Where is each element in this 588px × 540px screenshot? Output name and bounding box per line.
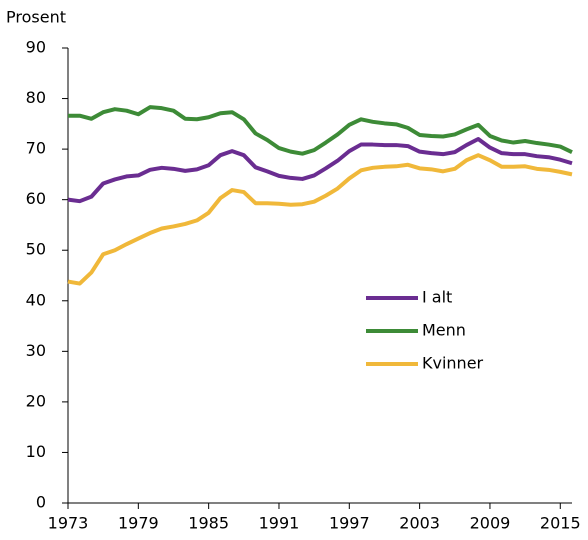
y-tick-label: 80 <box>26 88 46 107</box>
line <box>67 153 573 286</box>
x-tick-label: 2009 <box>470 514 511 533</box>
x-tick-label: 1997 <box>329 514 370 533</box>
legend-label: Menn <box>422 321 466 340</box>
x-tick-label: 1991 <box>259 514 300 533</box>
line <box>67 137 573 204</box>
y-axis-label: Prosent <box>6 8 66 27</box>
y-tick-label: 0 <box>36 493 46 512</box>
y-tick-label: 60 <box>26 189 46 208</box>
x-tick-label: 2003 <box>399 514 440 533</box>
x-tick-label: 1979 <box>118 514 159 533</box>
legend-label: Kvinner <box>422 354 484 373</box>
y-tick-label: 20 <box>26 391 46 410</box>
y-tick-label: 70 <box>26 139 46 158</box>
y-tick-label: 40 <box>26 290 46 309</box>
line <box>68 105 573 156</box>
x-tick-label: 1985 <box>188 514 229 533</box>
x-tick-label: 1973 <box>48 514 89 533</box>
y-tick-label: 50 <box>26 240 46 259</box>
y-tick-label: 90 <box>26 38 46 57</box>
x-tick-label: 2015 <box>540 514 581 533</box>
legend-label: I alt <box>422 288 452 307</box>
y-tick-label: 30 <box>26 341 46 360</box>
y-tick-label: 10 <box>26 442 46 461</box>
